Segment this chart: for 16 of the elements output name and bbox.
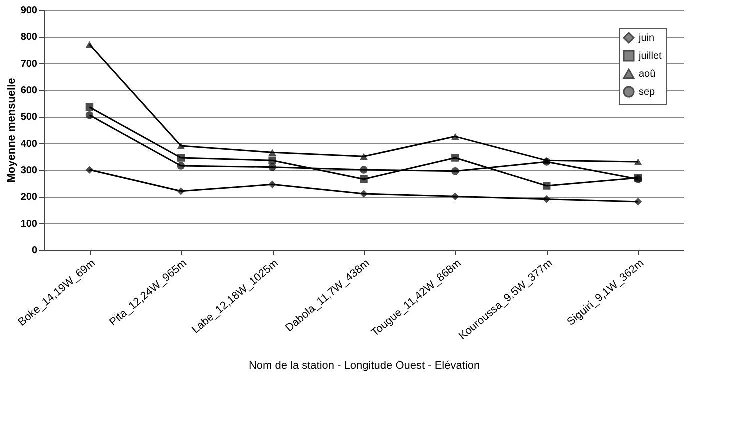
y-tick-label: 200: [20, 192, 38, 204]
legend-label: juillet: [638, 51, 662, 62]
legend-label: juin: [638, 33, 655, 44]
x-axis-title: Nom de la station - Longitude Ouest - Elévation: [248, 360, 480, 372]
y-tick-label: 400: [20, 138, 38, 150]
legend-label: sep: [639, 87, 656, 98]
y-tick-label: 300: [20, 166, 38, 176]
y-tick-label: 500: [20, 112, 38, 124]
y-tick-label: 0: [32, 246, 38, 256]
y-tick-label: 700: [20, 58, 38, 70]
y-tick-label: 600: [20, 86, 38, 96]
y-tick-label: 100: [20, 218, 38, 230]
legend-label: aoû: [639, 69, 656, 80]
y-axis-title: Moyenne mensuelle: [6, 78, 18, 183]
y-tick-label: 900: [20, 6, 38, 16]
y-tick-label: 800: [20, 32, 38, 44]
